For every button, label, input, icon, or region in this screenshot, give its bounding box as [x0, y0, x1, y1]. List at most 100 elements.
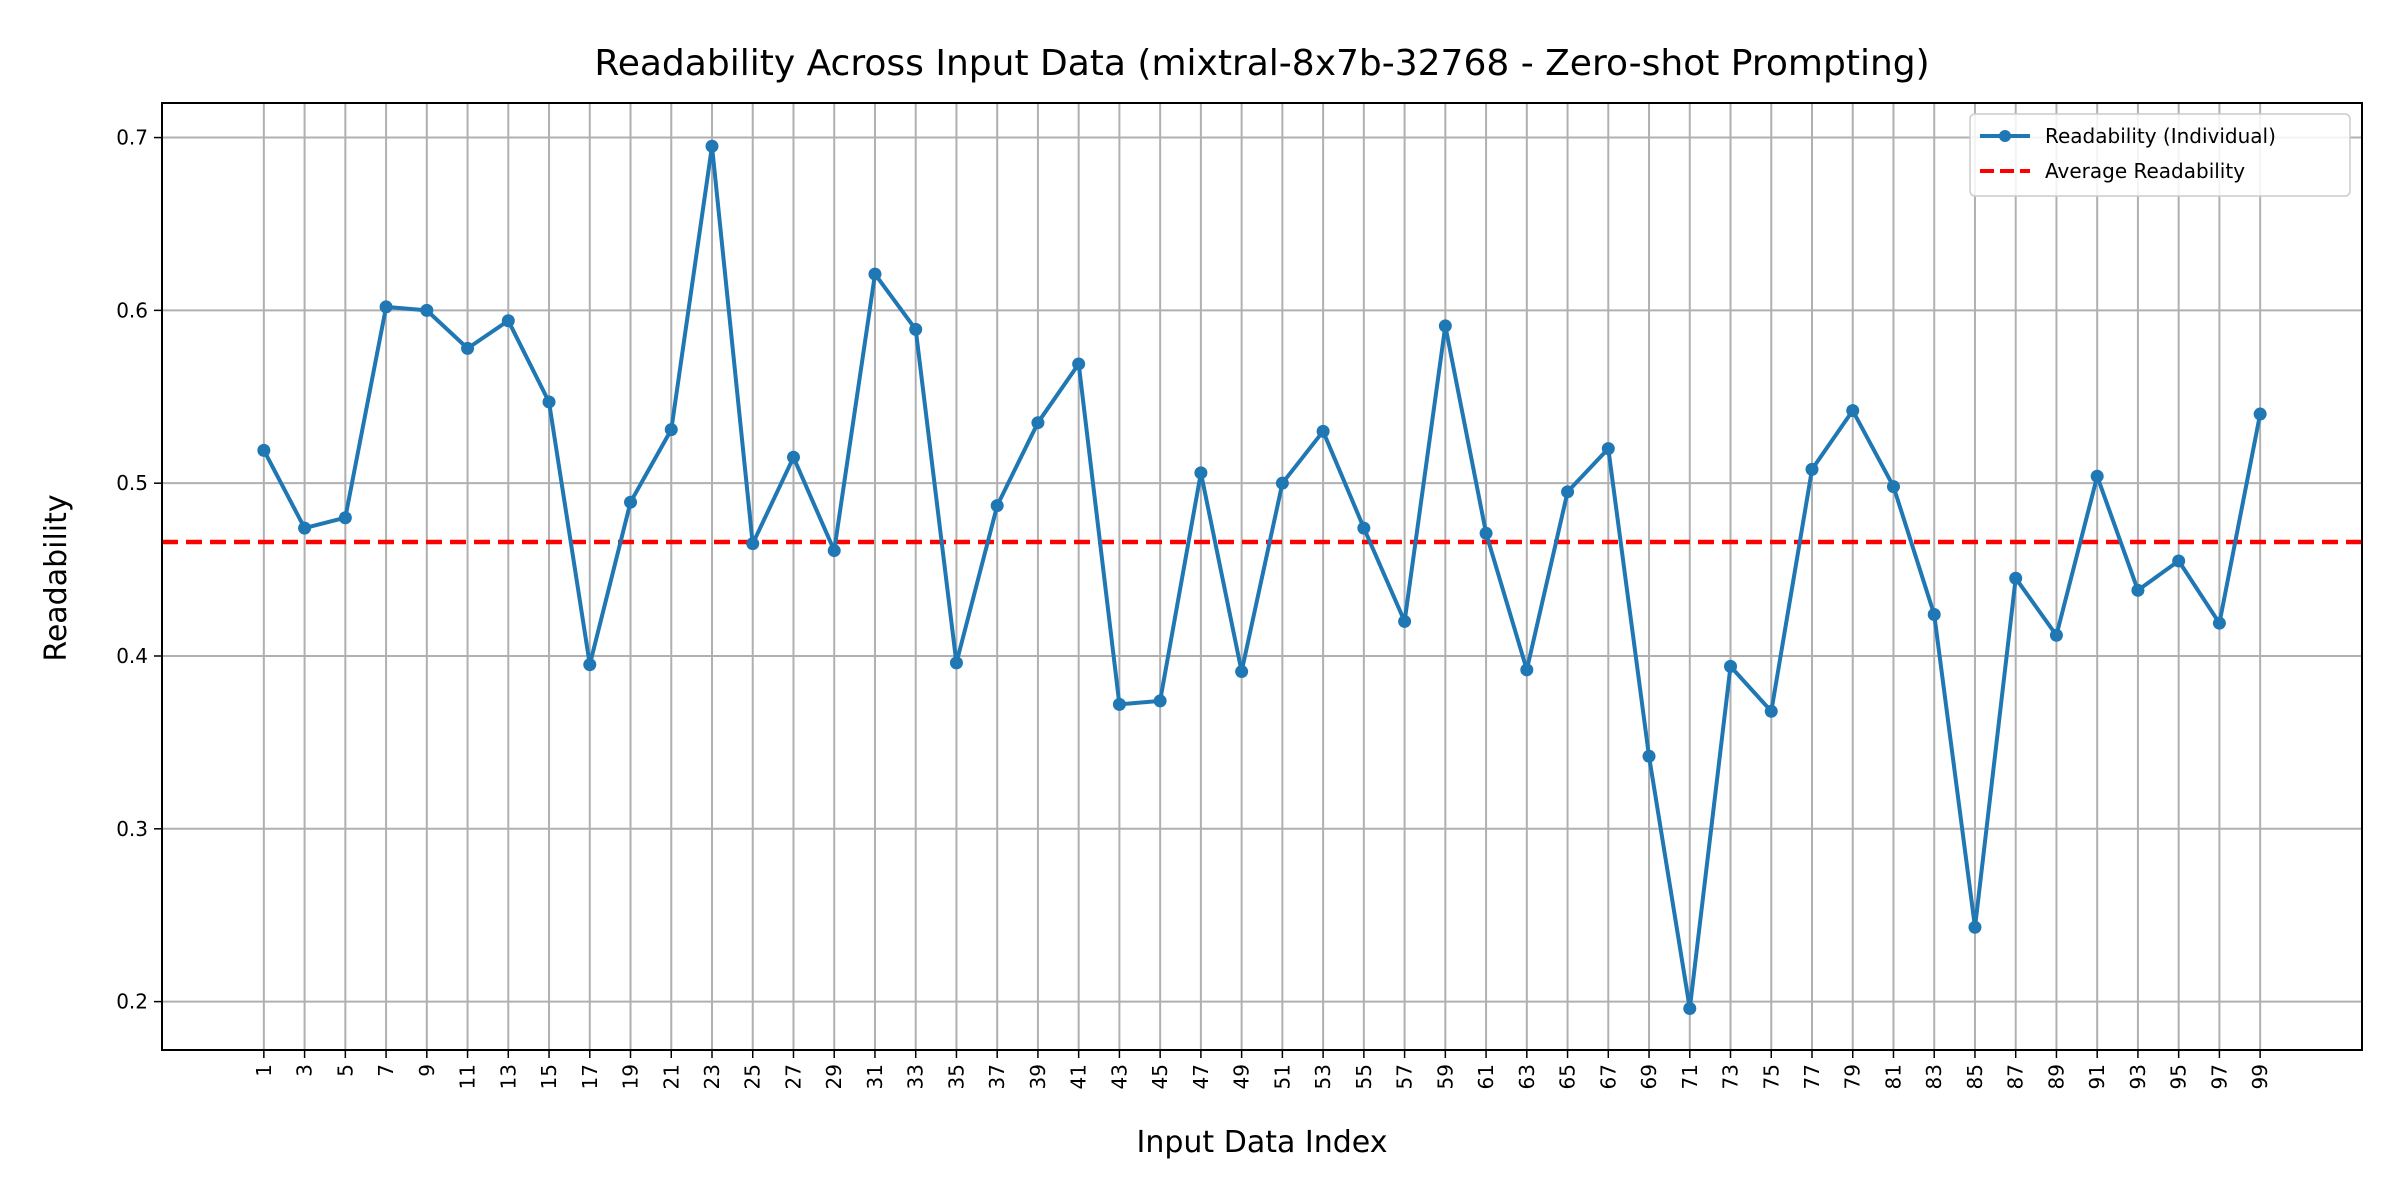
readability-point	[909, 322, 923, 336]
x-tick-label: 15	[537, 1064, 561, 1089]
x-tick-label: 81	[1881, 1064, 1905, 1089]
readability-point	[827, 544, 841, 558]
x-tick-label: 31	[863, 1064, 887, 1089]
readability-point	[705, 139, 719, 153]
readability-point	[1561, 485, 1575, 499]
x-tick-label: 21	[659, 1064, 683, 1089]
x-tick-label: 85	[1963, 1064, 1987, 1089]
x-tick-label: 11	[456, 1064, 480, 1089]
x-tick-label: 45	[1148, 1064, 1172, 1089]
y-axis-label: Readability	[39, 494, 74, 661]
legend: Readability (Individual) Average Readabi…	[1969, 113, 2351, 197]
x-tick-label: 1	[252, 1064, 276, 1077]
x-tick-label: 47	[1189, 1064, 1213, 1089]
x-tick-label: 29	[822, 1064, 846, 1089]
readability-point	[298, 521, 312, 535]
x-tick-label: 35	[944, 1064, 968, 1089]
readability-point	[2009, 571, 2023, 585]
x-tick-label: 3	[293, 1064, 317, 1077]
legend-label-individual: Readability (Individual)	[2045, 124, 2276, 148]
x-tick-label: 17	[578, 1064, 602, 1089]
readability-point	[1112, 697, 1126, 711]
readability-point	[786, 450, 800, 464]
readability-point	[1275, 476, 1289, 490]
readability-point	[1927, 608, 1941, 622]
readability-point	[949, 656, 963, 670]
x-tick-label: 55	[1352, 1064, 1376, 1089]
legend-box	[1969, 113, 2351, 197]
readability-point	[2131, 583, 2145, 597]
x-tick-label: 53	[1311, 1064, 1335, 1089]
y-axis-ticks: 0.2 0.3 0.4 0.5 0.6 0.7	[116, 126, 162, 1014]
x-tick-label: 33	[904, 1064, 928, 1089]
y-tick-label: 0.3	[116, 817, 148, 841]
readability-point	[2212, 616, 2226, 630]
readability-point	[746, 537, 760, 551]
x-tick-label: 75	[1759, 1064, 1783, 1089]
x-tick-label: 5	[333, 1064, 357, 1077]
y-tick-label: 0.4	[116, 644, 148, 668]
x-tick-label: 77	[1800, 1064, 1824, 1089]
legend-label-average: Average Readability	[2045, 159, 2245, 183]
x-tick-label: 91	[2085, 1064, 2109, 1089]
readability-point	[583, 658, 597, 672]
x-tick-label: 69	[1637, 1064, 1661, 1089]
series-layer	[257, 139, 2267, 1016]
x-tick-label: 61	[1474, 1064, 1498, 1089]
x-tick-label: 27	[781, 1064, 805, 1089]
readability-point	[2172, 554, 2186, 568]
readability-point	[1153, 694, 1167, 708]
x-tick-label: 65	[1556, 1064, 1580, 1089]
x-tick-label: 23	[700, 1064, 724, 1089]
y-tick-label: 0.7	[116, 126, 148, 150]
y-tick-label: 0.5	[116, 471, 148, 495]
x-tick-label: 37	[985, 1064, 1009, 1089]
x-tick-label: 43	[1107, 1064, 1131, 1089]
readability-point	[1846, 404, 1860, 418]
x-tick-label: 99	[2248, 1064, 2272, 1089]
x-tick-label: 83	[1922, 1064, 1946, 1089]
readability-point	[1235, 665, 1249, 679]
readability-point	[1072, 357, 1086, 371]
x-tick-label: 89	[2044, 1064, 2068, 1089]
readability-point	[2090, 469, 2104, 483]
readability-series-line	[262, 144, 2263, 1011]
readability-point	[1398, 614, 1412, 628]
readability-point	[1479, 526, 1493, 540]
readability-point	[2049, 628, 2063, 642]
readability-point	[461, 341, 475, 355]
readability-point	[664, 423, 678, 437]
x-tick-label: 7	[374, 1064, 398, 1077]
readability-point	[338, 511, 352, 525]
readability-point	[624, 495, 638, 509]
x-tick-label: 97	[2207, 1064, 2231, 1089]
readability-point	[868, 267, 882, 281]
x-tick-label: 73	[1719, 1064, 1743, 1089]
x-tick-label: 13	[496, 1064, 520, 1089]
readability-point	[1805, 462, 1819, 476]
y-tick-label: 0.2	[116, 990, 148, 1014]
readability-point	[1316, 424, 1330, 438]
x-tick-label: 9	[415, 1064, 439, 1077]
readability-point	[1642, 749, 1656, 763]
x-tick-label: 57	[1393, 1064, 1417, 1089]
x-tick-label: 87	[2004, 1064, 2028, 1089]
readability-point	[1438, 319, 1452, 333]
readability-point	[1764, 704, 1778, 718]
x-tick-label: 71	[1678, 1064, 1702, 1089]
readability-point	[542, 395, 556, 409]
readability-point	[1968, 920, 1982, 934]
readability-point	[1886, 480, 1900, 494]
readability-point	[379, 300, 393, 314]
grid	[162, 103, 2362, 1050]
readability-point	[1194, 466, 1208, 480]
readability-point	[1724, 659, 1738, 673]
plot-frame	[161, 102, 2363, 1051]
y-tick-label: 0.6	[116, 298, 148, 322]
x-tick-label: 79	[1841, 1064, 1865, 1089]
readability-point	[1357, 521, 1371, 535]
readability-point	[1601, 442, 1615, 456]
x-tick-label: 39	[1026, 1064, 1050, 1089]
readability-point	[501, 314, 515, 328]
